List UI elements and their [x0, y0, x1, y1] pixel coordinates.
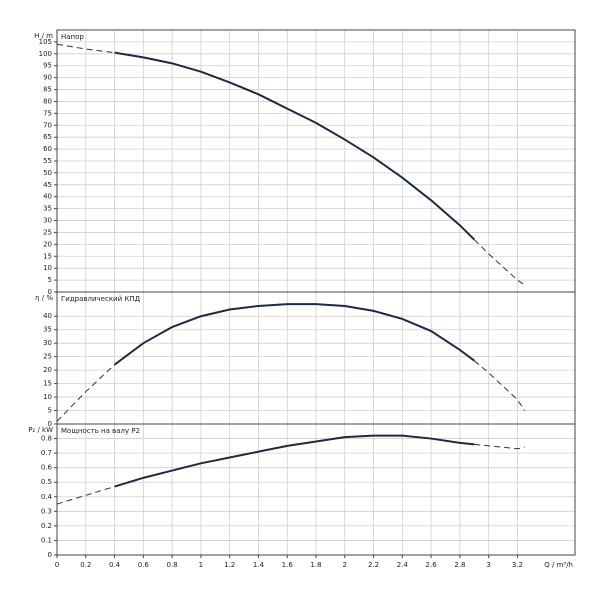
y-tick-label: 35 [43, 205, 52, 213]
x-tick-label: 2.4 [397, 561, 409, 569]
y-tick-label: 50 [43, 169, 52, 177]
y-tick-label: 30 [43, 339, 52, 347]
x-tick-label: 3.2 [512, 561, 523, 569]
x-tick-label: 3 [486, 561, 490, 569]
y-tick-label: 0.2 [41, 522, 52, 530]
y-tick-label: 0 [48, 420, 52, 428]
y-tick-label: 70 [43, 121, 52, 129]
panel-title: Мощность на валу P2 [61, 427, 140, 435]
y-tick-label: 25 [43, 353, 52, 361]
y-tick-label: 80 [43, 97, 52, 105]
y-tick-label: 105 [39, 38, 52, 46]
y-tick-label: 0.6 [41, 464, 53, 472]
x-tick-label: 1.8 [310, 561, 321, 569]
curve [114, 51, 475, 241]
x-tick-label: 0.6 [138, 561, 150, 569]
x-tick-label: 0 [55, 561, 59, 569]
y-tick-label: 35 [43, 326, 52, 334]
y-tick-label: 0 [48, 551, 52, 559]
y-tick-label: 15 [43, 380, 52, 388]
y-tick-label: 30 [43, 217, 52, 225]
curve [113, 303, 475, 366]
y-tick-label: 25 [43, 228, 52, 236]
y-tick-label: 100 [39, 50, 52, 58]
panel-title: Напор [61, 33, 84, 41]
x-tick-label: 1 [199, 561, 203, 569]
y-axis-label: H / m [34, 32, 53, 40]
y-axis-label: P₂ / kW [28, 426, 53, 434]
y-tick-label: 90 [43, 74, 52, 82]
x-tick-label: 1.4 [253, 561, 265, 569]
y-tick-label: 0.5 [41, 478, 52, 486]
y-tick-label: 0 [48, 288, 52, 296]
y-tick-label: 55 [43, 157, 52, 165]
x-tick-label: 0.4 [109, 561, 121, 569]
curve-dashed [56, 360, 526, 422]
y-tick-label: 0.4 [41, 493, 53, 501]
y-tick-label: 20 [43, 240, 52, 248]
y-tick-label: 95 [43, 62, 52, 70]
x-tick-label: 0.2 [80, 561, 91, 569]
y-tick-label: 75 [43, 109, 52, 117]
y-tick-label: 40 [43, 312, 52, 320]
y-tick-label: 0.1 [41, 536, 52, 544]
y-tick-label: 5 [48, 276, 52, 284]
y-tick-label: 15 [43, 252, 52, 260]
x-axis-label: Q / m³/h [544, 561, 573, 569]
x-tick-label: 1.6 [282, 561, 294, 569]
y-axis-label: η / % [35, 294, 53, 302]
curve-dashed [56, 43, 525, 286]
x-tick-label: 2.2 [368, 561, 379, 569]
y-tick-label: 20 [43, 366, 52, 374]
x-tick-label: 1.2 [224, 561, 235, 569]
y-tick-label: 10 [43, 393, 52, 401]
x-tick-label: 0.8 [167, 561, 178, 569]
y-tick-label: 40 [43, 193, 52, 201]
x-tick-label: 2 [343, 561, 347, 569]
y-tick-label: 5 [48, 407, 52, 415]
y-tick-label: 0.8 [41, 435, 52, 443]
curve [114, 434, 475, 488]
y-tick-label: 45 [43, 181, 52, 189]
y-tick-label: 0.3 [41, 507, 52, 515]
curve-dashed [56, 443, 525, 505]
y-tick-label: 65 [43, 133, 52, 141]
x-tick-label: 2.8 [454, 561, 465, 569]
y-tick-label: 60 [43, 145, 52, 153]
y-tick-label: 85 [43, 86, 52, 94]
panel-title: Гидравлический КПД [61, 295, 141, 303]
y-tick-label: 0.7 [41, 449, 52, 457]
y-tick-label: 10 [43, 264, 52, 272]
x-tick-label: 2.6 [426, 561, 438, 569]
